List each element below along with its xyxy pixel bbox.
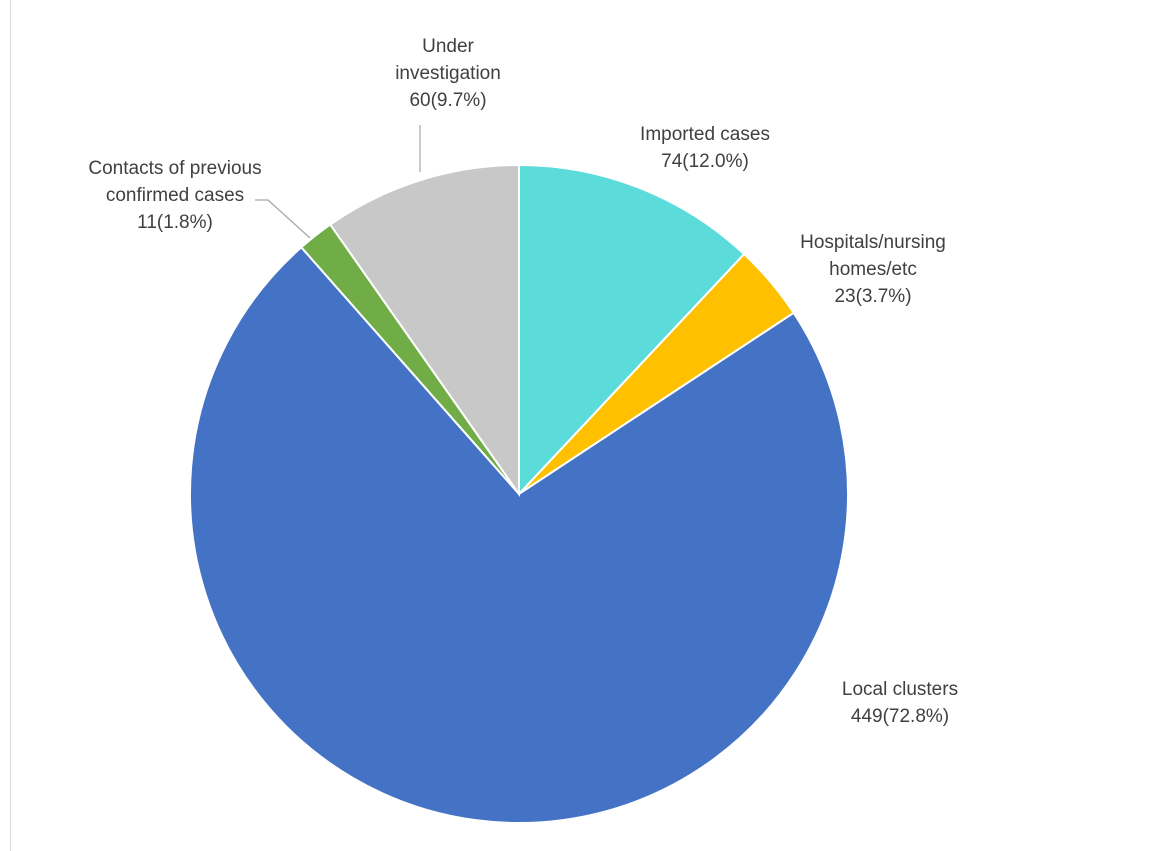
data-label-hospitals-nursing-homes-etc: Hospitals/nursing homes/etc 23(3.7%)	[800, 232, 946, 307]
data-label-under-investigation: Under investigation 60(9.7%)	[395, 36, 501, 111]
data-label-value: 74(12.0%)	[661, 151, 749, 172]
pie-slices	[189, 163, 849, 824]
pie-slice-local-clusters	[189, 245, 849, 824]
data-label-category: confirmed cases	[106, 185, 244, 206]
data-label-category: investigation	[395, 63, 501, 84]
data-label-imported-cases: Imported cases 74(12.0%)	[640, 124, 770, 172]
data-label-local-clusters: Local clusters 449(72.8%)	[842, 679, 958, 727]
data-label-category: Local clusters	[842, 679, 958, 700]
leader-lines	[255, 125, 421, 239]
data-label-value: 449(72.8%)	[851, 706, 949, 727]
data-label-category: Hospitals/nursing	[800, 232, 946, 253]
data-label-value: 23(3.7%)	[834, 286, 911, 307]
data-label-category: Contacts of previous	[88, 158, 261, 179]
pie-slice-under-investigation	[328, 163, 520, 498]
leader-line-contacts-of-previous-confirmed-cases	[255, 199, 311, 239]
frame-edge	[10, 0, 11, 851]
data-label-value: 11(1.8%)	[137, 212, 213, 233]
data-labels: Imported cases 74(12.0%) Hospitals/nursing…	[88, 36, 958, 727]
pie-slice-imported-cases	[518, 163, 746, 497]
data-label-category: homes/etc	[829, 259, 917, 280]
data-label-value: 60(9.7%)	[409, 90, 486, 111]
data-label-category: Under	[422, 36, 474, 57]
data-label-category: Imported cases	[640, 124, 770, 145]
data-label-contacts-of-previous-confirmed-cases: Contacts of previous confirmed cases 11(1.…	[88, 158, 261, 233]
